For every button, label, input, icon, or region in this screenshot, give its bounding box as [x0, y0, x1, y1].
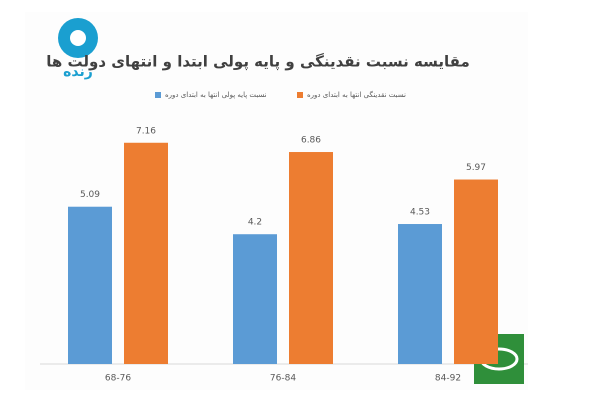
- value-label: 4.2: [248, 218, 262, 228]
- bar: [398, 224, 442, 364]
- value-label: 5.09: [80, 190, 100, 200]
- value-label: 5.97: [466, 163, 486, 173]
- legend-swatch: [155, 92, 161, 98]
- legend-label: نسبت نقدینگی انتها به ابتدای دوره: [307, 90, 406, 99]
- value-label: 7.16: [136, 126, 156, 136]
- x-tick-label: 84-92: [435, 374, 461, 384]
- bar: [233, 234, 277, 364]
- chart-title: مقایسه نسبت نقدینگی و پایه پولی ابتدا و …: [46, 53, 470, 72]
- bar: [124, 142, 168, 364]
- logo-text: زنده: [63, 64, 93, 80]
- bar: [454, 179, 498, 364]
- bar: [289, 152, 333, 364]
- legend-label: نسبت پایه پولی انتها به ابتدای دوره: [165, 91, 267, 99]
- legend-swatch: [297, 92, 303, 98]
- x-tick-label: 76-84: [270, 374, 296, 384]
- value-label: 6.86: [301, 136, 321, 146]
- bar: [68, 206, 112, 364]
- x-tick-label: 68-76: [105, 374, 131, 384]
- channel-logo: زنده: [58, 18, 98, 80]
- value-label: 4.53: [410, 208, 430, 218]
- logo-hole: [70, 30, 86, 46]
